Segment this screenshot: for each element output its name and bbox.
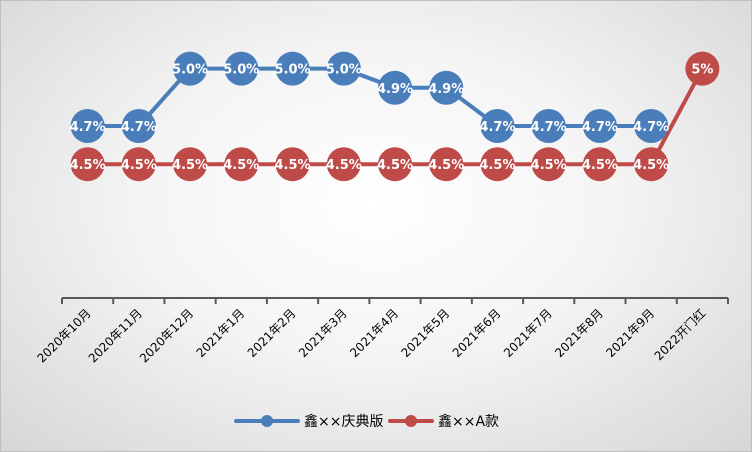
data-label: 4.7%	[531, 120, 567, 135]
data-label: 4.9%	[428, 82, 464, 97]
data-point	[378, 70, 412, 105]
data-point	[121, 109, 156, 143]
legend-item: 鑫××庆典版	[234, 413, 383, 430]
data-point	[173, 147, 208, 182]
data-label: 4.5%	[633, 158, 669, 173]
data-label: 4.5%	[377, 158, 413, 173]
data-label: 4.5%	[275, 158, 311, 173]
x-tick-label: 2020年12月	[137, 306, 196, 365]
x-tick-label: 2021年2月	[245, 306, 299, 360]
data-point	[429, 147, 464, 182]
data-point	[326, 51, 361, 86]
data-point	[70, 147, 105, 182]
data-label: 4.5%	[326, 158, 362, 173]
x-axis: 2020年10月2020年11月2020年12月2021年1月2021年2月20…	[34, 297, 729, 365]
data-label: 4.5%	[121, 158, 157, 173]
data-point	[531, 147, 566, 182]
data-point	[121, 147, 156, 182]
data-label: 4.5%	[582, 158, 618, 173]
data-label: 4.7%	[582, 120, 618, 135]
data-point	[173, 51, 208, 86]
data-point	[326, 147, 361, 182]
x-tick-label: 2020年10月	[34, 306, 93, 365]
data-label: 4.7%	[633, 120, 669, 135]
legend-item: 鑫××A款	[388, 413, 499, 430]
x-tick-label: 2021年3月	[296, 306, 350, 360]
data-point	[531, 109, 566, 143]
data-point	[634, 147, 669, 182]
data-point	[224, 147, 259, 182]
data-label: 4.5%	[479, 158, 515, 173]
data-label: 4.5%	[172, 158, 208, 173]
data-label: 5.0%	[326, 63, 362, 78]
data-label: 4.9%	[377, 82, 413, 97]
data-point	[480, 147, 515, 182]
legend-label: 鑫××A款	[438, 413, 499, 430]
data-point	[275, 147, 310, 182]
legend-marker	[261, 415, 273, 427]
data-point	[275, 51, 310, 86]
data-label: 5.0%	[275, 63, 311, 78]
data-point	[480, 109, 515, 143]
data-point	[685, 51, 720, 86]
data-label: 5%	[691, 63, 713, 78]
data-label: 4.5%	[70, 158, 106, 173]
data-label: 4.7%	[121, 120, 157, 135]
data-label: 4.5%	[531, 158, 567, 173]
legend: 鑫××庆典版 鑫××A款	[234, 413, 499, 430]
data-point	[429, 70, 464, 105]
legend-label: 鑫××庆典版	[304, 413, 383, 430]
data-label: 5.0%	[223, 63, 259, 78]
x-tick-label: 2021年6月	[450, 306, 504, 360]
x-tick-label: 2020年11月	[86, 306, 145, 365]
x-tick-label: 2022开门红	[651, 306, 709, 364]
data-point	[378, 147, 412, 182]
data-point	[224, 51, 259, 86]
data-points: 4.7% 4.7% 5.0% 5.0% 5.0% 5.0% 4.9% 4.9% 4.7% 4.7%…	[70, 51, 720, 182]
x-tick-label: 2021年1月	[194, 306, 248, 360]
x-tick-label: 2021年4月	[347, 306, 401, 360]
data-point	[582, 109, 617, 143]
legend-marker	[405, 415, 417, 427]
data-label: 5.0%	[172, 63, 208, 78]
x-tick-label: 2021年9月	[603, 306, 657, 360]
x-tick-label: 2021年5月	[398, 306, 452, 360]
x-tick-label: 2021年8月	[552, 306, 606, 360]
x-tick-label: 2021年7月	[501, 306, 555, 360]
data-label: 4.5%	[223, 158, 259, 173]
data-label: 4.5%	[428, 158, 464, 173]
data-point	[70, 109, 105, 143]
data-label: 4.7%	[479, 120, 515, 135]
data-point	[634, 109, 669, 143]
data-label: 4.7%	[70, 120, 106, 135]
data-point	[582, 147, 617, 182]
